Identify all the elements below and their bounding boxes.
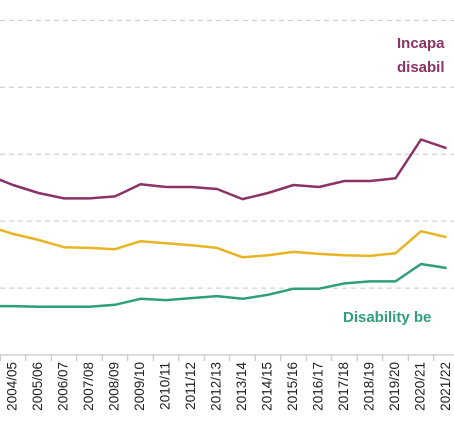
series-line bbox=[0, 138, 447, 201]
series-label: Incapa bbox=[397, 35, 445, 52]
series-label: disabil bbox=[397, 59, 445, 76]
x-tick-label: 2010/11 bbox=[158, 362, 173, 410]
grid bbox=[0, 19, 454, 289]
x-tick-label: 2015/16 bbox=[285, 362, 300, 411]
x-tick-label: 2020/21 bbox=[413, 362, 428, 411]
x-tick-label: 2021/22 bbox=[438, 362, 453, 411]
series-label: Disability be bbox=[343, 309, 431, 326]
x-tick-label: 2014/15 bbox=[260, 362, 275, 411]
x-tick-label: 2019/20 bbox=[387, 362, 402, 411]
x-tick-label: 2011/12 bbox=[183, 362, 198, 410]
x-tick-label: 2018/19 bbox=[362, 362, 377, 411]
x-tick-label: 2007/08 bbox=[81, 362, 96, 411]
x-tick-label: 2009/10 bbox=[132, 362, 147, 411]
plot-area bbox=[0, 138, 447, 309]
x-tick-label: 2012/13 bbox=[209, 362, 224, 411]
x-tick-label: 2013/14 bbox=[234, 362, 249, 411]
x-tick-label: 2005/06 bbox=[30, 362, 45, 411]
x-tick-label: 2004/05 bbox=[5, 362, 20, 411]
series-line bbox=[0, 262, 447, 309]
x-tick-label: 2016/17 bbox=[311, 362, 326, 411]
labels: 2004/05 2005/06 2006/07 2007/08 2008/09 2009/… bbox=[0, 35, 453, 411]
x-tick-label: 2006/07 bbox=[56, 362, 71, 411]
x-tick-label: 2017/18 bbox=[336, 362, 351, 411]
series-line bbox=[0, 228, 447, 259]
x-tick-label: 2008/09 bbox=[107, 362, 122, 411]
